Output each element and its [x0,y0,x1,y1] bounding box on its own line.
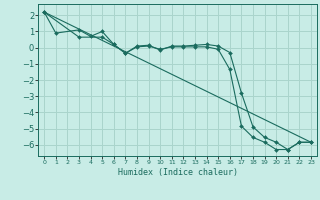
X-axis label: Humidex (Indice chaleur): Humidex (Indice chaleur) [118,168,238,177]
